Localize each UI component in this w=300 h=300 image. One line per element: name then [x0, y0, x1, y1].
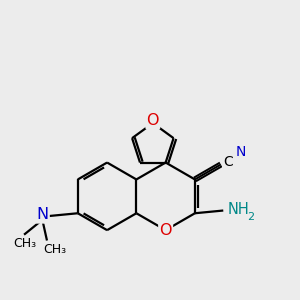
Text: N: N	[235, 145, 246, 159]
Text: 2: 2	[247, 212, 254, 222]
Text: NH: NH	[228, 202, 249, 217]
Text: C: C	[223, 155, 233, 169]
Text: N: N	[36, 207, 48, 222]
Text: CH₃: CH₃	[14, 237, 37, 250]
Text: CH₃: CH₃	[43, 243, 67, 256]
Text: O: O	[159, 223, 172, 238]
Text: O: O	[147, 113, 159, 128]
